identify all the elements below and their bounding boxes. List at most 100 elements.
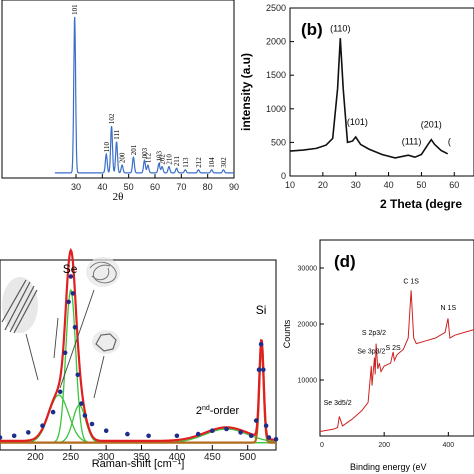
- panel-d-series-line: [319, 290, 474, 432]
- data-point: [125, 431, 130, 437]
- peak-label: 102: [108, 113, 116, 124]
- panel-b-frame: [289, 7, 474, 177]
- x-tick-label: 400: [169, 452, 186, 463]
- panel-c-structure-insets: [1, 257, 120, 399]
- panel-b-series-line: [289, 38, 449, 159]
- selenium-tangled-chain-inset: [86, 257, 120, 287]
- panel-d-x-label: Binding energy (eV: [350, 462, 427, 472]
- annotation: 2nd-order: [196, 405, 240, 417]
- panel-b-label: (b): [301, 20, 323, 39]
- y-tick-label: 2000: [266, 37, 286, 47]
- peak-label: 104: [208, 157, 216, 168]
- panel-c-x-label: Raman-shift [cm⁻¹]: [92, 458, 185, 470]
- data-point: [253, 418, 259, 423]
- peak-annotation: (101): [347, 117, 368, 127]
- data-point: [261, 367, 266, 373]
- peak-label: 103: [155, 151, 163, 162]
- panel-d-xps: Se 3d5/2 Se 3p3/2 S 2p3/2 S 2S C 1S N 1S 0 200…: [282, 239, 474, 472]
- data-point: [273, 436, 279, 442]
- panel-d-y-label: Counts: [282, 319, 292, 348]
- data-point: [40, 423, 45, 429]
- data-point: [258, 342, 264, 347]
- peak-annotation: (201): [421, 120, 442, 130]
- peak-label: 003: [141, 147, 149, 158]
- data-point: [57, 389, 63, 395]
- data-point: [248, 433, 254, 439]
- x-tick-label: 200: [378, 442, 390, 449]
- panel-b-x-label: 2 Theta (degre: [380, 197, 462, 211]
- x-tick-label: 10: [285, 180, 295, 190]
- peak-label: 200: [119, 152, 127, 163]
- peak-label: 101: [71, 4, 79, 15]
- peak-label: 112: [144, 152, 152, 163]
- peak-label: 211: [173, 155, 181, 166]
- panel-d-frame: [319, 239, 474, 437]
- peak-label: 110: [103, 141, 111, 152]
- selenium-chain-bundle-inset: [1, 277, 38, 334]
- x-tick-label: 500: [239, 452, 256, 463]
- x-tick-label: 30: [71, 182, 81, 192]
- panel-b-y-label: intensity (a.u): [239, 53, 253, 131]
- peak-label: 302: [220, 157, 228, 168]
- y-tick-label: 2500: [266, 3, 286, 13]
- x-tick-label: 40: [384, 180, 394, 190]
- y-tick-label: 10000: [298, 378, 318, 385]
- data-point: [75, 372, 81, 378]
- x-tick-label: 70: [176, 182, 186, 192]
- panel-b-xrd: (110) (101) (111) (201) ( 10 20 30 40 50 60 0 500 10…: [239, 3, 474, 211]
- x-tick-label: 0: [320, 442, 324, 449]
- y-tick-label: 30000: [298, 266, 318, 273]
- y-tick-label: 500: [271, 137, 286, 147]
- peak-label: 210: [166, 154, 174, 165]
- data-point: [103, 428, 109, 434]
- data-point: [82, 413, 88, 418]
- data-point: [266, 435, 272, 440]
- data-point: [79, 401, 84, 406]
- panel-a-frame: [1, 0, 235, 179]
- peak-annotation: (111): [402, 136, 422, 146]
- x-tick-label: 90: [229, 182, 239, 192]
- x-tick-label: 20: [318, 180, 328, 190]
- y-tick-label: 1500: [266, 70, 286, 80]
- peak-annotation: Se 3p3/2: [357, 349, 385, 356]
- x-tick-label: 80: [203, 182, 213, 192]
- peak-annotation: C 1S: [403, 279, 419, 286]
- x-tick-label: 250: [62, 452, 79, 463]
- data-point: [26, 430, 31, 435]
- data-point: [89, 421, 95, 427]
- data-point: [62, 350, 68, 356]
- inset-arrow: [25, 333, 39, 381]
- peak-label: 113: [182, 157, 190, 168]
- x-tick-label: 60: [449, 180, 459, 190]
- x-tick-label: 450: [204, 452, 221, 463]
- y-tick-label: 0: [281, 171, 286, 181]
- peak-annotation: Se 3d5/2: [324, 400, 352, 407]
- x-tick-label: 300: [98, 452, 115, 463]
- panel-d-label: (d): [334, 252, 356, 271]
- inset-arrow: [59, 289, 95, 389]
- y-tick-label: 1000: [266, 104, 286, 114]
- data-point: [66, 299, 71, 305]
- si-peak-fit: [0, 344, 276, 444]
- data-point: [210, 428, 215, 434]
- inset-arrow: [93, 355, 105, 399]
- data-point: [263, 423, 269, 429]
- data-point: [146, 433, 151, 439]
- x-tick-label: 350: [133, 452, 150, 463]
- panel-a-series-line: [54, 16, 234, 174]
- panel-c-frame: [0, 259, 277, 451]
- annotation: Se: [63, 262, 78, 276]
- x-tick-label: 50: [416, 180, 426, 190]
- inset-arrow: [53, 317, 59, 359]
- peak-annotation: S 2S: [386, 345, 402, 352]
- peak-annotation: S 2p3/2: [362, 330, 386, 337]
- data-point: [68, 274, 74, 279]
- panel-a-x-label: 2θ: [113, 191, 124, 203]
- x-tick-label: 200: [27, 452, 44, 463]
- selenium-ring-inset: [92, 330, 120, 354]
- x-tick-label: 40: [97, 182, 107, 192]
- data-point: [0, 435, 3, 440]
- peak-label: 202: [159, 154, 167, 165]
- peak-annotation: (110): [330, 24, 350, 34]
